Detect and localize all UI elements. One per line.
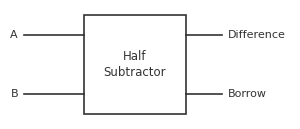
Bar <box>84 15 186 114</box>
Text: Borrow: Borrow <box>228 89 267 99</box>
Text: B: B <box>11 89 18 99</box>
Text: A: A <box>11 30 18 40</box>
Text: Difference: Difference <box>228 30 286 40</box>
Text: Half
Subtractor: Half Subtractor <box>104 50 166 79</box>
